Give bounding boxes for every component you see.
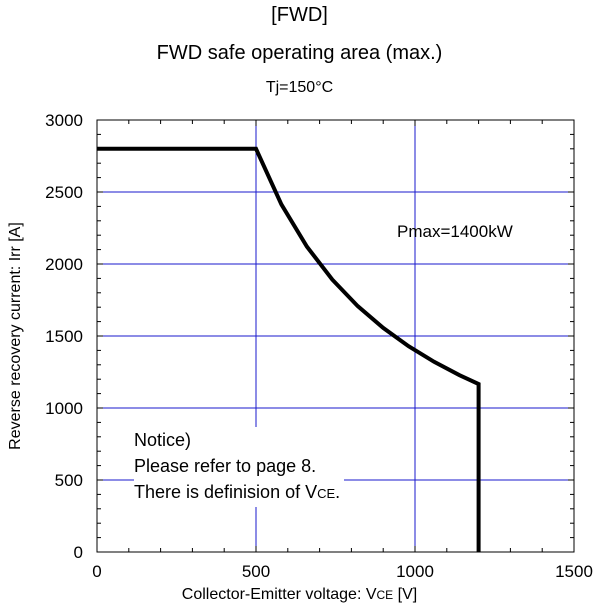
- y-tick-label: 500: [55, 471, 83, 490]
- x-tick-label: 0: [92, 562, 101, 581]
- notice-line-3-prefix: There is definision of V: [134, 482, 318, 502]
- pmax-annotation: Pmax=1400kW: [397, 222, 513, 241]
- x-axis-label-subscript: CE: [376, 588, 394, 602]
- x-tick-label: 1500: [555, 562, 593, 581]
- y-tick-label: 1000: [45, 399, 83, 418]
- notice-box: Notice) Please refer to page 8. There is…: [134, 427, 345, 507]
- y-tick-label: 2000: [45, 255, 83, 274]
- soa-curve: [97, 146, 481, 552]
- chart-subtitle: Tj=150°C: [265, 79, 334, 96]
- y-axis-label: Reverse recovery current: Irr [A]: [7, 222, 24, 450]
- y-tick-label: 1500: [45, 327, 83, 346]
- x-tick-label: 1000: [396, 562, 434, 581]
- y-tick-label: 2500: [45, 183, 83, 202]
- notice-line-3-subscript: CE: [317, 486, 336, 501]
- notice-line-1: Notice): [134, 430, 192, 450]
- notice-line-3: There is definision of VCE.: [134, 479, 340, 507]
- x-axis-label: Collector-Emitter voltage: VCE [V]: [0, 586, 599, 604]
- chart-header-line1: [FWD]: [271, 4, 328, 26]
- chart-title: FWD safe operating area (max.): [156, 42, 443, 64]
- notice-line-2: Please refer to page 8.: [134, 456, 317, 476]
- y-tick-label: 3000: [45, 111, 83, 130]
- y-tick-label: 0: [74, 543, 83, 562]
- x-axis-label-suffix: [V]: [393, 586, 418, 603]
- x-axis-label-prefix: Collector-Emitter voltage: V: [181, 586, 377, 603]
- notice-line-3-suffix: .: [335, 482, 341, 502]
- x-tick-label: 500: [242, 562, 270, 581]
